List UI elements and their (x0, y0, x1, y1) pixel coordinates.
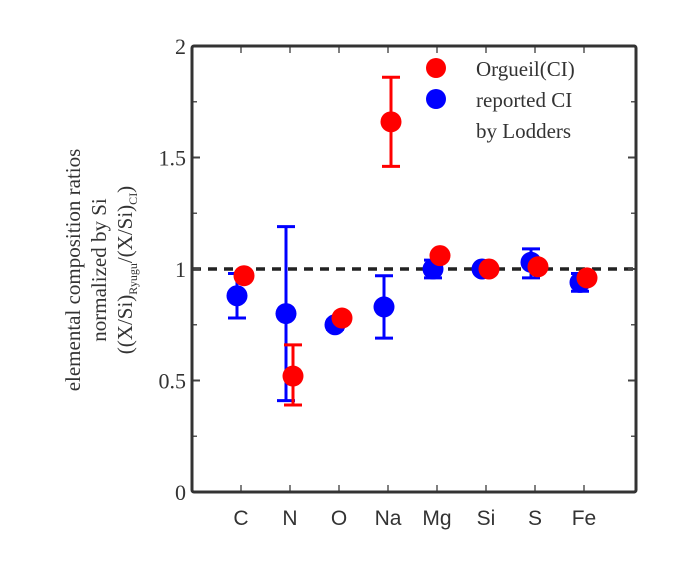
data-point (478, 258, 500, 280)
y-axis-ticks: 0 0.5 1 1.5 2 (159, 34, 636, 505)
x-tick-label: O (331, 507, 347, 530)
y-tick-label: 2 (175, 34, 186, 59)
data-point (282, 365, 304, 387)
y-axis-title-line-3: ((X/Si)Ryugu/(X/Si)CI) (113, 186, 140, 354)
x-tick-label: Fe (572, 507, 597, 530)
x-tick-label: Mg (422, 507, 451, 530)
y-axis-title-line-1: elemental composition ratios (61, 149, 85, 392)
data-point (380, 111, 402, 133)
data-point (233, 265, 255, 287)
series-orgueil (233, 75, 598, 407)
x-axis-ticks: C N O Na Mg Si S Fe (233, 46, 596, 530)
x-tick-label: N (282, 507, 297, 530)
legend-marker-lodders (426, 89, 446, 109)
data-point (527, 256, 549, 278)
legend-label-lodders-line-1: reported CI (476, 88, 572, 112)
data-point (275, 303, 297, 325)
series-lodders (226, 225, 591, 403)
y-tick-label: 1.5 (159, 146, 187, 171)
legend-marker-orgueil (426, 58, 446, 78)
y-axis-title: elemental composition ratios normalized … (61, 149, 140, 392)
data-point (373, 296, 395, 318)
x-tick-label: S (528, 507, 542, 530)
legend-label-lodders-line-2: by Lodders (476, 119, 571, 143)
y-tick-label: 1 (175, 257, 186, 282)
y-axis-title-line-2: normalized by Si (87, 198, 111, 342)
x-tick-label: C (233, 507, 248, 530)
legend: Orgueil(CI) reported CI by Lodders (426, 57, 575, 143)
y-tick-label: 0.5 (159, 369, 187, 394)
plot-frame (190, 44, 638, 494)
data-point (331, 307, 353, 329)
data-point (429, 245, 451, 267)
x-tick-label: Na (375, 507, 402, 530)
legend-label-orgueil: Orgueil(CI) (476, 57, 575, 81)
y-tick-label: 0 (175, 480, 186, 505)
data-point (226, 285, 248, 307)
data-series-layer (226, 75, 598, 407)
data-point (576, 267, 598, 289)
x-tick-label: Si (477, 507, 496, 530)
